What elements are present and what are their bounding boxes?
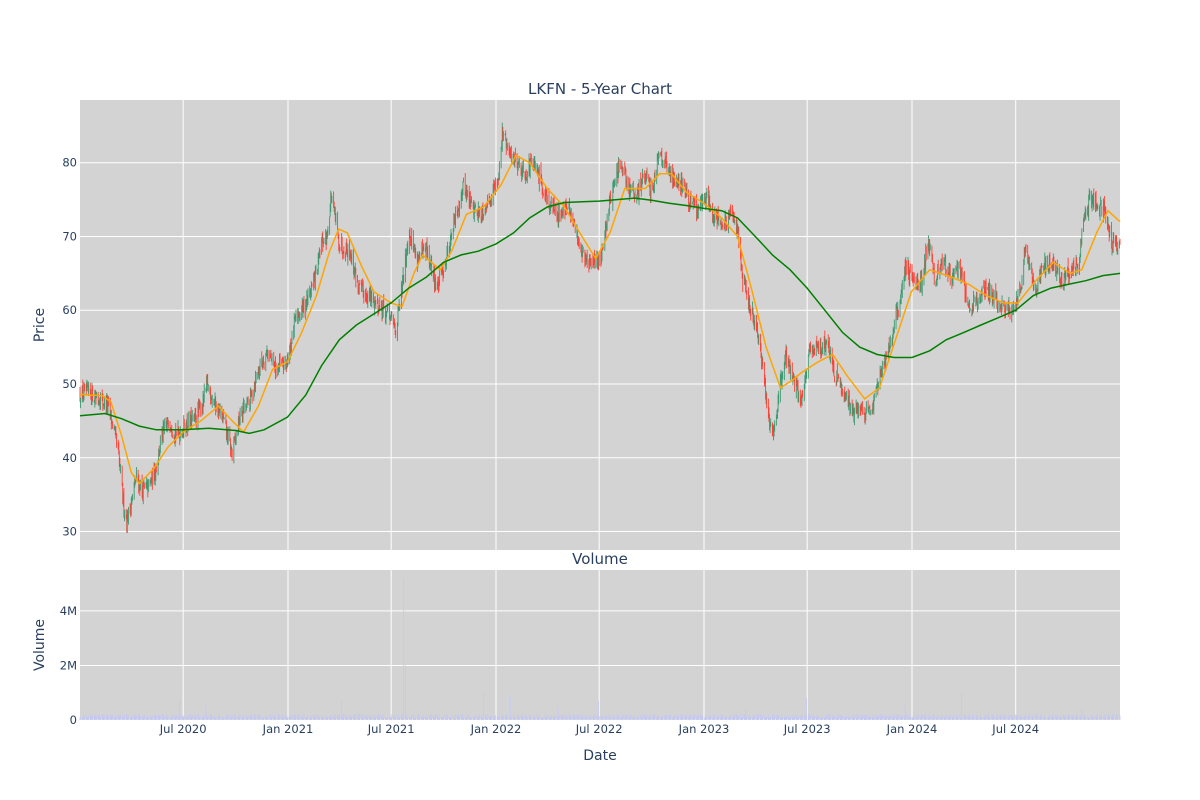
x-axis-label: Date [583,748,616,764]
x-tick-label: Jan 2022 [470,722,522,736]
x-tick-label: Jan 2023 [678,722,730,736]
x-tick-label: Jul 2023 [783,722,831,736]
x-tick-label: Jul 2022 [575,722,623,736]
x-tick-label: Jul 2020 [159,722,207,736]
volume-bars [79,578,1121,720]
date-x-ticks: Jul 2020 Jan 2021 Jul 2021 Jan 2022 Jul 2022… [159,722,1039,736]
volume-y-axis-label: Volume [32,619,48,671]
price-y-tick-label: 70 [62,229,77,243]
moving-average-line-2 [79,197,1121,435]
price-plot-area [80,100,1120,550]
volume-y-tick-label: 4M [60,604,77,618]
volume-plot-area [80,570,1120,720]
price-y-axis-label: Price [32,308,48,342]
volume-y-tick-label: 0 [70,713,77,727]
price-y-tick-label: 50 [62,377,77,391]
price-y-ticks: 30 40 50 60 70 80 [62,156,77,539]
volume-y-tick-label: 2M [60,658,77,672]
x-tick-label: Jan 2024 [886,722,938,736]
volume-y-ticks: 0 2M 4M [60,604,77,727]
price-y-tick-label: 80 [62,156,77,170]
moving-average-line-1 [79,154,1121,485]
price-y-tick-label: 40 [62,451,77,465]
x-tick-label: Jul 2021 [367,722,415,736]
x-tick-label: Jan 2021 [262,722,314,736]
volume-gridlines [80,570,1120,721]
x-tick-label: Jul 2024 [991,722,1039,736]
price-gridlines [80,100,1120,550]
price-y-tick-label: 60 [62,303,77,317]
volume-subplot-title: Volume [572,550,628,568]
chart-title: LKFN - 5-Year Chart [528,80,672,98]
price-y-tick-label: 30 [62,525,77,539]
moving-average-lines [79,154,1121,485]
